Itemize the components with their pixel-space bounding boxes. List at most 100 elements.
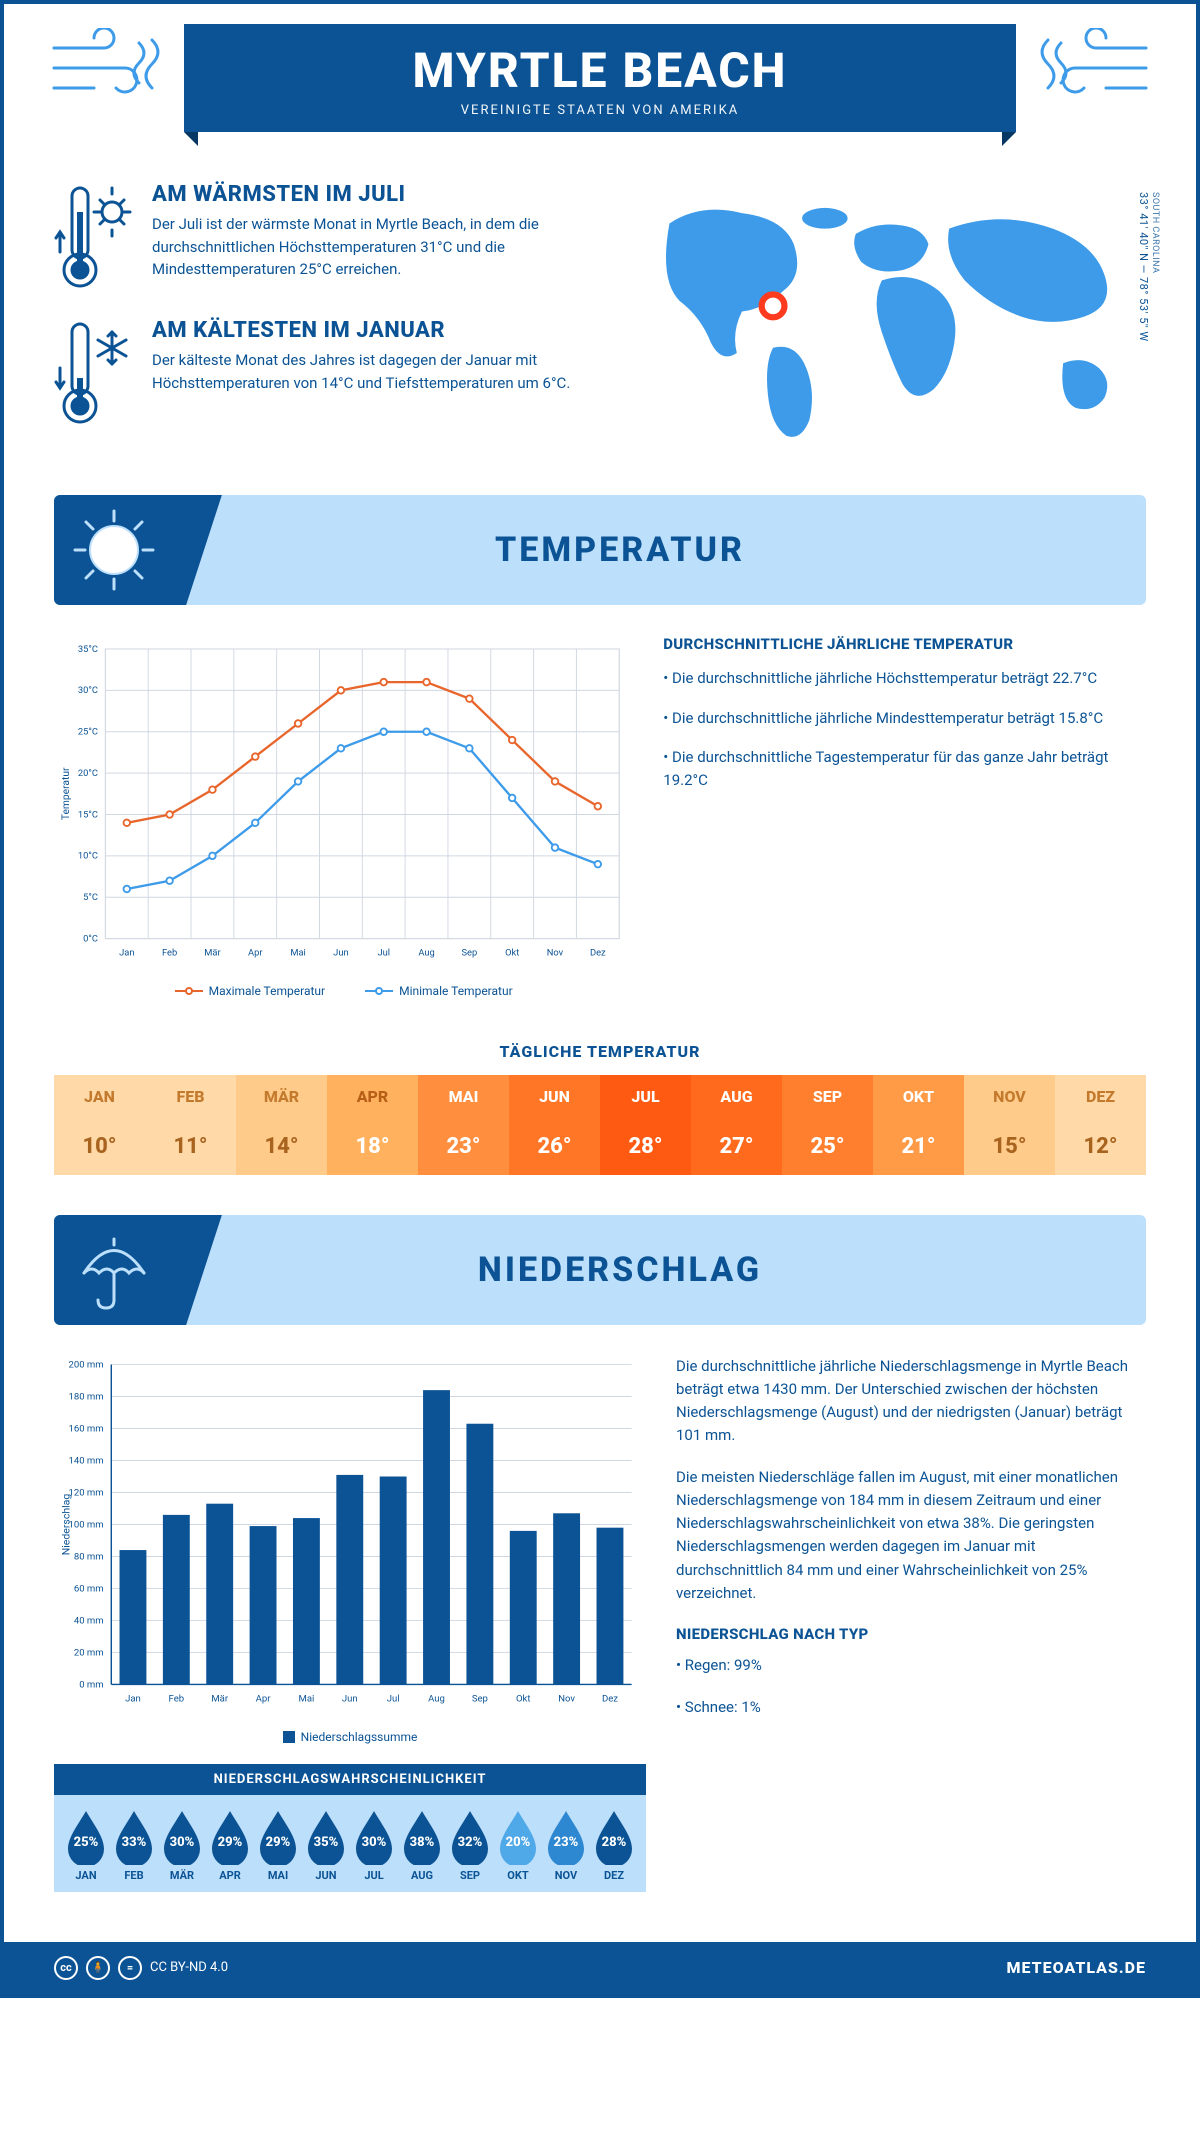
svg-text:Jun: Jun <box>333 948 348 959</box>
svg-text:Mär: Mär <box>211 1693 229 1704</box>
svg-text:Dez: Dez <box>590 948 606 959</box>
fact-cold-title: AM KÄLTESTEN IM JANUAR <box>152 318 598 343</box>
svg-text:20 mm: 20 mm <box>74 1647 104 1658</box>
precip-legend: Niederschlagssumme <box>54 1730 646 1744</box>
svg-text:Aug: Aug <box>428 1693 445 1704</box>
temperature-chart-svg: 0°C5°C10°C15°C20°C25°C30°C35°CJanFebMärA… <box>54 635 633 971</box>
daily-month: MÄR <box>236 1075 327 1118</box>
daily-month: DEZ <box>1055 1075 1146 1118</box>
page-title: MYRTLE BEACH <box>184 42 1016 99</box>
svg-text:80 mm: 80 mm <box>74 1551 104 1562</box>
raindrop-icon: 32% <box>448 1809 492 1865</box>
precip-text: Die durchschnittliche jährliche Niedersc… <box>676 1355 1146 1892</box>
raindrop-icon: 35% <box>304 1809 348 1865</box>
temperature-summary: DURCHSCHNITTLICHE JÄHRLICHE TEMPERATUR •… <box>663 635 1146 997</box>
summary-facts: AM WÄRMSTEN IM JULI Der Juli ist der wär… <box>54 182 598 455</box>
coords-label: 33° 41' 40'' N — 78° 53' 5'' W <box>1137 192 1150 342</box>
daily-value: 27° <box>691 1118 782 1175</box>
probability-month: FEB <box>112 1869 156 1882</box>
svg-text:140 mm: 140 mm <box>68 1455 103 1466</box>
legend-precip-sum: Niederschlagssumme <box>283 1730 418 1744</box>
probability-item: 28% DEZ <box>592 1809 636 1882</box>
svg-text:Sep: Sep <box>472 1693 488 1704</box>
fact-warm: AM WÄRMSTEN IM JULI Der Juli ist der wär… <box>54 182 598 296</box>
probability-item: 35% JUN <box>304 1809 348 1882</box>
raindrop-icon: 33% <box>112 1809 156 1865</box>
daily-value: 12° <box>1055 1118 1146 1175</box>
daily-temp-title: TÄGLICHE TEMPERATUR <box>4 1042 1196 1061</box>
region-label: SOUTH CAROLINA <box>1150 192 1160 336</box>
probability-month: MÄR <box>160 1869 204 1882</box>
probability-item: 29% APR <box>208 1809 252 1882</box>
probability-box: NIEDERSCHLAGSWAHRSCHEINLICHKEIT 25% JAN … <box>54 1764 646 1892</box>
header: MYRTLE BEACH VEREINIGTE STAATEN VON AMER… <box>4 4 1196 162</box>
daily-value: 21° <box>873 1118 964 1175</box>
daily-month: OKT <box>873 1075 964 1118</box>
svg-text:Jan: Jan <box>119 948 134 959</box>
wind-icon <box>44 28 164 108</box>
probability-item: 29% MAI <box>256 1809 300 1882</box>
legend-min: Minimale Temperatur <box>365 984 513 998</box>
svg-text:Dez: Dez <box>602 1693 618 1704</box>
svg-text:40 mm: 40 mm <box>74 1615 104 1626</box>
svg-text:Feb: Feb <box>162 948 177 959</box>
precip-rain: • Regen: 99% <box>676 1654 1146 1677</box>
svg-text:Apr: Apr <box>248 948 263 959</box>
by-icon: 🧍 <box>86 1956 110 1980</box>
fact-warm-title: AM WÄRMSTEN IM JULI <box>152 182 598 207</box>
svg-text:Temperatur: Temperatur <box>59 767 72 820</box>
footer-site: METEOATLAS.DE <box>1006 1958 1146 1977</box>
svg-text:25°C: 25°C <box>78 727 98 738</box>
svg-text:Niederschlag: Niederschlag <box>59 1493 72 1555</box>
temp-side-b2: • Die durchschnittliche jährliche Mindes… <box>663 707 1146 730</box>
probability-item: 25% JAN <box>64 1809 108 1882</box>
thermometer-cold-icon <box>54 318 134 432</box>
daily-month: JAN <box>54 1075 145 1118</box>
fact-cold: AM KÄLTESTEN IM JANUAR Der kälteste Mona… <box>54 318 598 432</box>
license-label: CC BY-ND 4.0 <box>150 1960 228 1975</box>
svg-text:Mai: Mai <box>290 948 305 959</box>
raindrop-icon: 29% <box>208 1809 252 1865</box>
precip-chart-svg: 0 mm20 mm40 mm60 mm80 mm100 mm120 mm140 … <box>54 1355 646 1718</box>
svg-text:Nov: Nov <box>558 1693 575 1704</box>
svg-text:10°C: 10°C <box>78 851 98 862</box>
svg-text:100 mm: 100 mm <box>68 1519 103 1530</box>
fact-cold-text: Der kälteste Monat des Jahres ist dagege… <box>152 349 598 394</box>
probability-item: 23% NOV <box>544 1809 588 1882</box>
thermometer-hot-icon <box>54 182 134 296</box>
daily-value: 14° <box>236 1118 327 1175</box>
svg-text:Mär: Mär <box>204 948 221 959</box>
daily-month: JUN <box>509 1075 600 1118</box>
daily-value: 15° <box>964 1118 1055 1175</box>
svg-text:0 mm: 0 mm <box>79 1679 103 1690</box>
temperature-row: 0°C5°C10°C15°C20°C25°C30°C35°CJanFebMärA… <box>4 605 1196 1017</box>
daily-value: 23° <box>418 1118 509 1175</box>
precip-p1: Die durchschnittliche jährliche Niedersc… <box>676 1355 1146 1448</box>
svg-text:Sep: Sep <box>461 948 477 959</box>
precip-left: 0 mm20 mm40 mm60 mm80 mm100 mm120 mm140 … <box>54 1355 646 1892</box>
probability-item: 32% SEP <box>448 1809 492 1882</box>
svg-text:Jul: Jul <box>377 948 390 959</box>
svg-text:Nov: Nov <box>547 948 564 959</box>
daily-month: MAI <box>418 1075 509 1118</box>
footer-license: cc 🧍 = CC BY-ND 4.0 <box>54 1956 228 1980</box>
daily-month: FEB <box>145 1075 236 1118</box>
sun-icon <box>54 495 174 605</box>
svg-text:30°C: 30°C <box>78 686 98 697</box>
page-subtitle: VEREINIGTE STAATEN VON AMERIKA <box>184 103 1016 118</box>
temp-side-b3: • Die durchschnittliche Tagestemperatur … <box>663 746 1146 793</box>
raindrop-icon: 20% <box>496 1809 540 1865</box>
probability-item: 38% AUG <box>400 1809 444 1882</box>
probability-month: JUN <box>304 1869 348 1882</box>
legend-max: Maximale Temperatur <box>175 984 325 998</box>
daily-month: NOV <box>964 1075 1055 1118</box>
probability-grid: 25% JAN 33% FEB 30% MÄR 29% APR <box>54 1795 646 1892</box>
coordinates: SOUTH CAROLINA 33° 41' 40'' N — 78° 53' … <box>1137 192 1160 342</box>
umbrella-icon <box>54 1215 174 1325</box>
daily-value: 26° <box>509 1118 600 1175</box>
svg-text:0°C: 0°C <box>83 934 98 945</box>
svg-text:60 mm: 60 mm <box>74 1583 104 1594</box>
svg-text:200 mm: 200 mm <box>68 1359 103 1370</box>
svg-text:Mai: Mai <box>299 1693 315 1704</box>
precip-type-title: NIEDERSCHLAG NACH TYP <box>676 1623 1146 1646</box>
